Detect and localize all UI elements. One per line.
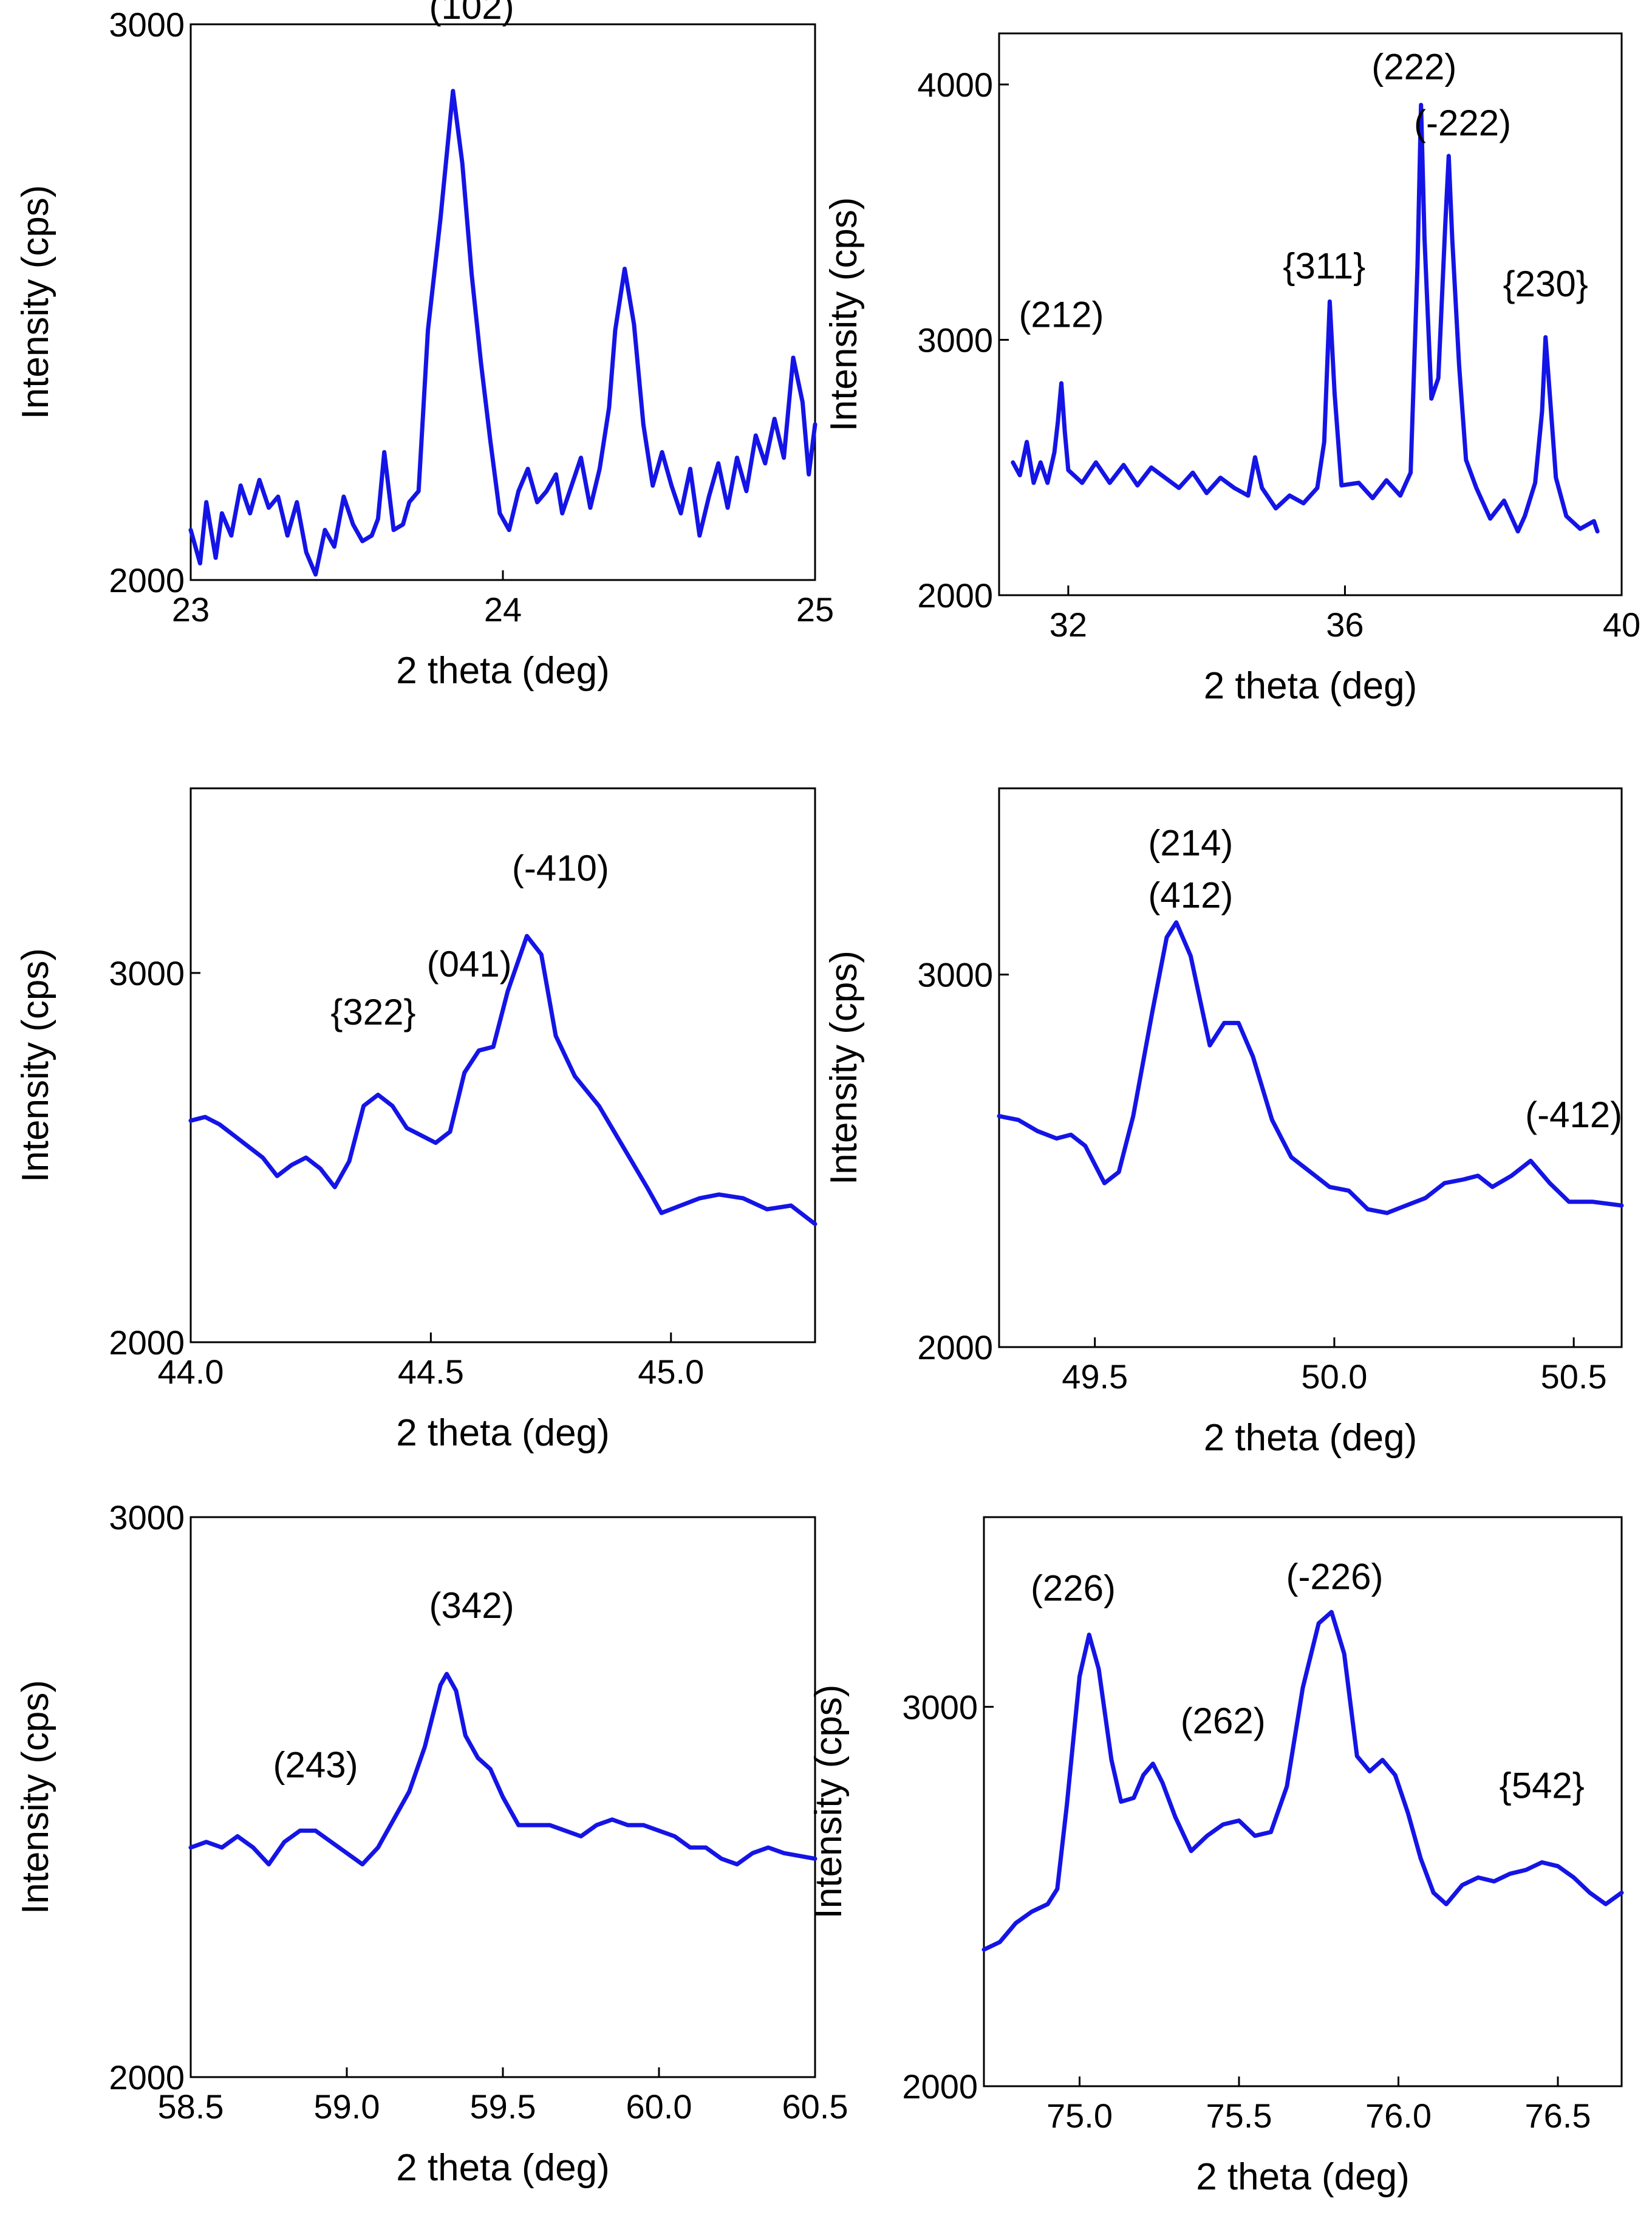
- series-line-xrd: [188, 1671, 817, 1867]
- y-tick-label: 3000: [902, 1688, 978, 1726]
- x-tick-label: 50.5: [1541, 1357, 1607, 1396]
- plot-frame: [998, 32, 1623, 596]
- plot-frame: [998, 787, 1623, 1348]
- series-line-xrd: [981, 1609, 1624, 1952]
- y-tick-label: 4000: [917, 66, 993, 104]
- y-tick-label: 2000: [917, 576, 993, 615]
- y-tick-label: 3000: [109, 5, 185, 44]
- y-tick-label: 2000: [109, 1323, 185, 1362]
- x-axis-title: 2 theta (deg): [1204, 1417, 1418, 1459]
- chart-panel-4: 49.5 50.0 50.5 2000 3000 2 theta (deg) Intensi…: [823, 787, 1624, 1459]
- peak-label: (-222): [1414, 103, 1511, 143]
- y-tick-label: 2000: [917, 1328, 993, 1367]
- y-tick-label: 2000: [902, 2067, 978, 2106]
- peak-label: (-226): [1286, 1557, 1383, 1597]
- x-tick-label: 75.0: [1046, 2097, 1113, 2135]
- x-tick-label: 58.5: [158, 2087, 224, 2126]
- chart-panel-1: 23 24 25 2000 3000 2 theta (deg) Intensity (cp…: [15, 0, 834, 692]
- x-tick-label: 25: [796, 590, 834, 629]
- peak-label: (214): [1148, 822, 1233, 863]
- peak-label: {311}: [1283, 246, 1365, 287]
- peak-label: (-412): [1525, 1094, 1622, 1135]
- peak-label: {322}: [330, 992, 415, 1032]
- plot-frame: [983, 1516, 1623, 2087]
- chart-panel-3: 44.0 44.5 45.0 2000 3000 2 theta (deg) Intensi…: [15, 787, 817, 1454]
- y-axis-title: Intensity (cps): [823, 197, 865, 432]
- x-tick-label: 23: [172, 590, 210, 629]
- x-axis-title: 2 theta (deg): [1204, 665, 1418, 707]
- x-tick-label: 76.5: [1525, 2097, 1591, 2135]
- peak-label: (-410): [512, 848, 609, 889]
- x-axis-title: 2 theta (deg): [396, 2147, 610, 2189]
- y-tick-label: 2000: [109, 561, 185, 599]
- peak-label: (222): [1371, 47, 1456, 87]
- x-tick-label: 59.0: [314, 2087, 380, 2126]
- series-line-xrd: [1011, 103, 1600, 534]
- series-line-xrd: [997, 920, 1624, 1215]
- y-axis-title: Intensity (cps): [15, 1680, 56, 1914]
- y-tick-label: 3000: [917, 956, 993, 994]
- x-axis-title: 2 theta (deg): [396, 650, 610, 692]
- y-tick-label: 3000: [109, 1498, 185, 1537]
- y-axis-title: Intensity (cps): [15, 948, 56, 1182]
- x-tick-label: 45.0: [638, 1353, 704, 1391]
- x-tick-label: 24: [484, 590, 522, 629]
- plot-frame: [189, 23, 816, 581]
- series-line-xrd: [188, 89, 817, 577]
- peak-label: {542}: [1500, 1765, 1585, 1806]
- y-axis-title: Intensity (cps): [808, 1685, 850, 1919]
- chart-panel-5: 58.5 59.0 59.5 60.0 60.5 2000 3000 2 theta (deg…: [15, 1498, 848, 2189]
- y-tick-label: 2000: [109, 2058, 185, 2097]
- y-tick-label: 3000: [917, 321, 993, 360]
- peak-label: (041): [427, 944, 512, 984]
- x-axis-title: 2 theta (deg): [396, 1412, 610, 1454]
- x-tick-label: 59.5: [470, 2087, 536, 2126]
- y-axis-title: Intensity (cps): [823, 950, 865, 1185]
- peak-label: (102): [429, 0, 514, 27]
- plot-frame: [189, 787, 816, 1343]
- y-tick-label: 3000: [109, 954, 185, 992]
- x-tick-label: 60.5: [782, 2087, 848, 2126]
- x-tick-label: 50.0: [1301, 1357, 1367, 1396]
- peak-label: (243): [273, 1745, 358, 1786]
- peak-label: (212): [1019, 295, 1104, 335]
- peak-label: {230}: [1503, 264, 1588, 304]
- y-axis-title: Intensity (cps): [15, 185, 56, 420]
- x-tick-label: 49.5: [1062, 1357, 1128, 1396]
- peak-label: (262): [1181, 1701, 1266, 1741]
- x-tick-label: 44.5: [398, 1353, 464, 1391]
- x-tick-label: 32: [1050, 606, 1087, 644]
- x-axis-title: 2 theta (deg): [1196, 2156, 1410, 2198]
- x-tick-label: 36: [1326, 606, 1364, 644]
- x-tick-label: 76.0: [1365, 2097, 1432, 2135]
- peak-label: (342): [429, 1585, 514, 1626]
- x-tick-label: 75.5: [1206, 2097, 1272, 2135]
- x-tick-label: 44.0: [158, 1353, 224, 1391]
- peak-label: (412): [1148, 875, 1233, 915]
- peak-label: (226): [1031, 1568, 1116, 1608]
- chart-panel-2: 32 36 40 2000 3000 4000 2 theta (deg) Intensity…: [823, 32, 1640, 707]
- series-line-xrd: [188, 933, 817, 1226]
- x-tick-label: 40: [1603, 606, 1640, 644]
- chart-panel-6: 75.0 75.5 76.0 76.5 2000 3000 2 theta (deg) Int…: [808, 1516, 1624, 2198]
- x-tick-label: 60.0: [626, 2087, 692, 2126]
